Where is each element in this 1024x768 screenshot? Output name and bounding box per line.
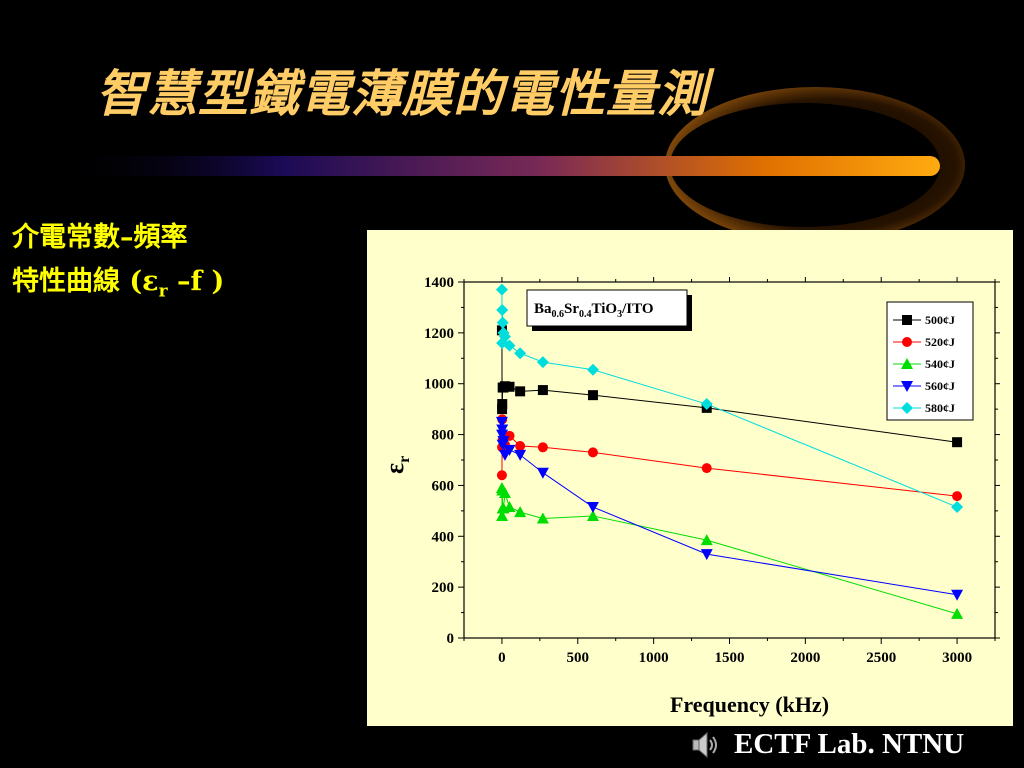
data-point [515,441,526,452]
slide-title: 智慧型鐵電薄膜的電性量測 [96,64,708,123]
data-point [700,549,713,561]
x-tick-label: 0 [498,650,506,666]
data-point [536,356,549,369]
legend-marker [901,381,913,392]
side-label-line1: 介電常數–頻率 [12,222,188,253]
x-tick-label: 1000 [639,650,669,666]
series-1 [496,325,963,448]
y-tick-label: 1400 [424,275,454,291]
legend-label: 580¢J [925,401,955,415]
chart-title-box: Ba0.6Sr0.4TiO3/ITO [526,289,692,331]
side-label-line2: 特性曲線 (εr –f ) [12,260,224,313]
data-point [537,385,548,396]
data-point [503,501,516,513]
data-point [951,501,964,514]
y-tick-label: 200 [432,580,455,596]
data-point [514,347,527,360]
y-tick-label: 600 [432,478,455,494]
dielectric-frequency-chart: 0 500 1000 1500 2000 2500 3000 0 200 400 600 800 100… [380,275,1000,717]
legend-label: 500¢J [925,313,955,327]
x-tick-label: 2500 [866,650,896,666]
data-point [496,470,507,481]
data-point [495,416,508,428]
legend-marker [902,315,912,325]
side-label-suffix: –f ) [167,266,225,297]
data-point [504,381,515,392]
y-tick-label: 800 [432,428,455,444]
data-point [586,502,599,514]
series-2 [496,414,963,502]
x-tick-label: 2000 [790,650,820,666]
legend-marker [902,337,912,347]
chart-title: Ba0.6Sr0.4TiO3/ITO [534,301,654,320]
legend-label: 520¢J [925,335,955,349]
side-label: 介電常數–頻率 特性曲線 (εr –f ) [12,216,224,313]
chart-panel: 0 500 1000 1500 2000 2500 3000 0 200 400 600 800 100… [367,230,1013,726]
legend-label: 540¢J [925,357,955,371]
data-point [700,398,713,411]
legend: 500¢J 520¢J 540¢J 560¢J 580¢J [886,301,974,421]
x-tick-label: 500 [567,650,590,666]
side-label-sub: r [158,281,168,302]
data-point [514,449,527,461]
x-axis-label: Frequency (kHz) [670,692,829,717]
data-point [952,437,963,448]
data-point [952,491,963,502]
data-point [515,386,526,397]
series-line [501,487,958,615]
side-label-prefix: 特性曲線 (ε [12,266,159,297]
data-point [536,467,549,479]
data-point [498,487,511,499]
chart-title-frame [526,289,688,327]
x-tick-label: 3000 [942,650,972,666]
data-point [496,509,509,521]
data-point [587,447,598,458]
data-point [495,283,508,296]
data-point [587,390,598,401]
data-point [586,363,599,376]
data-point [514,506,527,518]
series-line [501,421,958,596]
x-tick-label: 1500 [715,650,745,666]
footer: ECTF Lab. NTNU [690,728,964,761]
data-point [951,607,964,619]
legend-box [886,301,974,421]
y-tick-label: 1000 [424,377,454,393]
speaker-icon[interactable] [690,730,720,760]
series-line [501,419,958,497]
data-point [951,589,964,601]
data-point [496,303,509,316]
data-point [586,509,599,521]
data-point [497,399,508,410]
data-point [503,444,516,456]
y-tick-label: 400 [432,529,455,545]
legend-label: 560¢J [925,379,955,393]
data-point [536,512,549,524]
series-4 [495,416,964,601]
data-point [537,442,548,453]
y-axis-label: εr [380,456,413,474]
legend-marker [901,358,913,369]
data-point [497,404,508,415]
y-tick-label: 1200 [424,326,454,342]
series-5 [495,283,964,514]
series-3 [495,481,964,619]
data-point [496,316,509,329]
data-point [498,330,511,343]
data-point [496,424,509,436]
data-point [503,339,516,352]
data-point [701,463,712,474]
footer-lab-name: ECTF Lab. NTNU [734,728,965,760]
data-point [700,534,713,546]
legend-marker [901,402,913,414]
data-point [497,435,510,447]
y-tick-label: 0 [447,631,455,647]
